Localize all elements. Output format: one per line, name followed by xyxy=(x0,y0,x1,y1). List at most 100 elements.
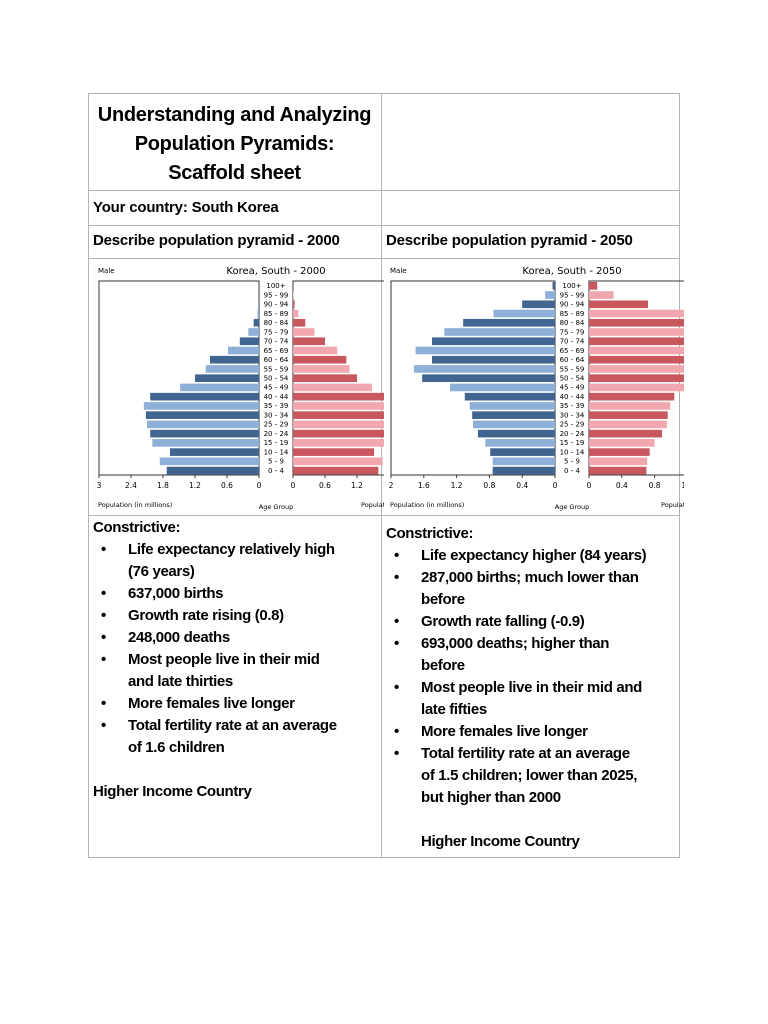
x-tick-label: 1.2 xyxy=(451,481,463,490)
notes-footer: Higher Income Country xyxy=(421,833,580,850)
female-bar xyxy=(293,411,384,419)
x-tick-label: 2 xyxy=(389,481,394,490)
title-line: Understanding and Analyzing xyxy=(97,104,372,126)
x-tick-label: 0 xyxy=(587,481,592,490)
male-bar xyxy=(444,328,555,336)
male-bar xyxy=(180,383,259,392)
age-group-label: 35 - 39 xyxy=(264,402,289,410)
male-bar xyxy=(469,402,555,410)
bullet-item: Life expectancy higher (84 years) xyxy=(386,545,647,567)
age-group-label: 35 - 39 xyxy=(560,402,585,410)
bullet-list: Life expectancy higher (84 years) 287,000… xyxy=(386,545,647,809)
notes-footer: Higher Income Country xyxy=(93,783,252,800)
age-group-label: 90 - 94 xyxy=(560,301,585,309)
age-group-label: 65 - 69 xyxy=(264,347,289,355)
x-tick-label: 1.8 xyxy=(383,481,395,490)
age-group-label: 70 - 74 xyxy=(264,338,289,346)
female-bar xyxy=(589,383,684,392)
bullet-item: Most people live in their mid and late fi… xyxy=(386,677,646,721)
age-group-label: 30 - 34 xyxy=(264,411,289,419)
female-bar xyxy=(293,309,299,318)
bullet-item: Growth rate falling (-0.9) xyxy=(386,611,646,633)
age-group-label: 0 - 4 xyxy=(564,467,580,475)
female-bar xyxy=(293,365,350,373)
bullet-line: Growth rate falling (-0.9) xyxy=(421,613,585,630)
male-bar xyxy=(464,392,555,401)
age-group-label: 20 - 24 xyxy=(264,430,289,438)
age-group-label: 75 - 79 xyxy=(560,328,585,336)
bullet-item: 248,000 deaths xyxy=(93,627,337,649)
bullet-line: Most people live in their mid xyxy=(128,651,320,668)
age-group-label: 20 - 24 xyxy=(560,430,585,438)
female-bar xyxy=(589,457,648,466)
age-group-label: 100+ xyxy=(562,282,581,290)
age-group-label: 90 - 94 xyxy=(264,301,289,309)
age-group-label: 25 - 29 xyxy=(560,421,585,429)
legend-male: Male xyxy=(98,267,115,275)
male-bar xyxy=(159,457,259,466)
bullet-item: Growth rate rising (0.8) xyxy=(93,605,337,627)
bullet-line: 287,000 births; much lower than xyxy=(421,569,639,586)
male-bar xyxy=(205,365,259,373)
male-bar xyxy=(477,429,555,438)
bullet-item: Total fertility rate at an average of 1.6… xyxy=(93,715,337,759)
x-axis-label: Population (in millions) xyxy=(98,501,172,509)
x-tick-label: 2.4 xyxy=(125,481,137,490)
male-bar xyxy=(248,328,259,336)
x-tick-label: 0.6 xyxy=(221,481,233,490)
title-line: Scaffold sheet xyxy=(168,162,301,184)
female-bar xyxy=(293,300,295,309)
x-tick-label: 1.2 xyxy=(681,481,693,490)
male-bar xyxy=(432,337,555,346)
bullet-item: 287,000 births; much lower than before xyxy=(386,567,646,611)
male-bar xyxy=(545,291,555,299)
document-title: Understanding and Analyzing Population P… xyxy=(88,101,381,188)
female-bar xyxy=(589,411,668,419)
pyramid-chart: Male Korea, South - 2000 100+95 - 99 90 - 9… xyxy=(97,266,395,511)
female-bar xyxy=(293,457,383,466)
age-group-label: 50 - 54 xyxy=(264,375,289,383)
bullet-item: Life expectancy relatively high (76 years… xyxy=(93,539,337,583)
male-bar xyxy=(209,355,259,364)
x-tick-label: 0.8 xyxy=(649,481,661,490)
male-bar xyxy=(145,411,259,419)
male-bar xyxy=(522,300,555,309)
male-bar xyxy=(257,309,259,318)
male-bar xyxy=(147,420,259,429)
female-bar xyxy=(589,300,649,309)
age-group-label: 55 - 59 xyxy=(560,365,585,373)
x-tick-label: 0.4 xyxy=(616,481,628,490)
female-bar xyxy=(293,328,315,336)
x-tick-label: 1.2 xyxy=(189,481,201,490)
bullet-line: 693,000 deaths; higher than xyxy=(421,635,610,652)
bullet-line: 248,000 deaths xyxy=(128,629,230,646)
female-bar xyxy=(589,448,650,456)
x-tick-label: 0 xyxy=(257,481,262,490)
bullet-item: Total fertility rate at an average of 1.5… xyxy=(386,743,646,809)
age-group-label: 95 - 99 xyxy=(560,291,585,299)
male-bar xyxy=(152,439,259,447)
center-axis-label: Age Group xyxy=(555,503,589,511)
bullet-line: More females live longer xyxy=(421,723,588,740)
age-group-label: 60 - 64 xyxy=(264,356,289,364)
female-bar xyxy=(589,328,684,336)
female-bar xyxy=(293,346,338,355)
bullet-line: before xyxy=(421,591,465,608)
female-bar xyxy=(589,318,684,327)
female-bar xyxy=(293,383,372,392)
x-tick-label: 0.4 xyxy=(516,481,528,490)
x-tick-label: 3 xyxy=(97,481,102,490)
age-group-label: 40 - 44 xyxy=(264,393,289,401)
male-bar xyxy=(490,448,555,456)
bullet-item: More females live longer xyxy=(386,721,646,743)
age-group-label: 40 - 44 xyxy=(560,393,585,401)
describe-heading: Describe population pyramid - 2000 xyxy=(93,232,340,249)
bullet-line: late fifties xyxy=(421,701,487,718)
bullet-list: Life expectancy relatively high (76 years… xyxy=(93,539,337,759)
notes: Constrictive: Life expectancy higher (84 … xyxy=(386,523,647,853)
age-group-label: 80 - 84 xyxy=(264,319,289,327)
male-bar xyxy=(143,402,259,410)
x-tick-label: 1.8 xyxy=(157,481,169,490)
bullet-line: of 1.5 children; lower than 2025, xyxy=(421,767,638,784)
